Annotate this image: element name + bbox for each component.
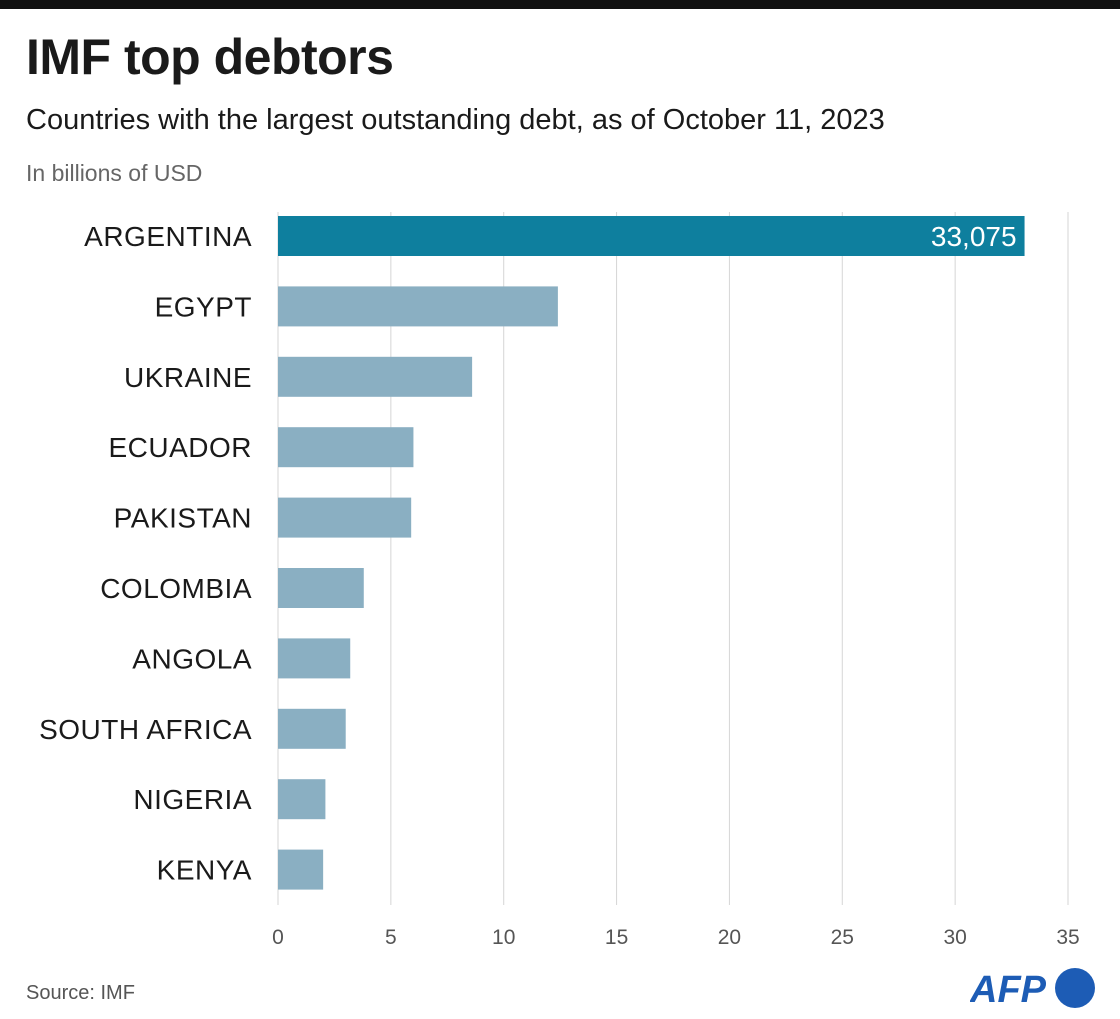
bar <box>278 779 326 820</box>
category-label: NIGERIA <box>133 784 252 815</box>
bar <box>278 638 351 679</box>
x-tick-label: 0 <box>272 926 284 949</box>
bar <box>278 356 473 397</box>
x-tick-label: 30 <box>943 926 966 949</box>
category-label: KENYA <box>157 855 252 886</box>
x-tick-label: 25 <box>831 926 854 949</box>
bar <box>278 216 1025 256</box>
category-label: PAKISTAN <box>114 503 252 534</box>
afp-logo-icon: AFP <box>969 968 1095 1011</box>
category-label: ANGOLA <box>132 643 252 674</box>
afp-logo: AFP <box>969 966 1100 1015</box>
top-rule <box>0 0 1120 9</box>
bar <box>278 849 324 890</box>
x-tick-label: 15 <box>605 926 628 949</box>
x-tick-label: 20 <box>718 926 741 949</box>
bar <box>278 286 558 327</box>
category-label: SOUTH AFRICA <box>39 714 252 745</box>
category-labels: ARGENTINA EGYPT UKRAINE ECUADOR PAKISTAN COLO… <box>39 221 252 886</box>
bar <box>278 497 412 538</box>
category-label: COLOMBIA <box>100 573 252 604</box>
bars: 33,075 <box>278 216 1025 890</box>
category-label: EGYPT <box>155 291 252 322</box>
bar <box>278 708 346 749</box>
bar <box>278 427 414 468</box>
chart-subtitle: Countries with the largest outstanding d… <box>26 104 885 136</box>
unit-note: In billions of USD <box>26 160 203 186</box>
category-label: ECUADOR <box>108 432 252 463</box>
bar <box>278 568 364 608</box>
category-label: UKRAINE <box>124 362 252 393</box>
chart-title: IMF top debtors <box>26 29 394 85</box>
x-tick-label: 35 <box>1056 926 1079 949</box>
x-tick-label: 5 <box>385 926 397 949</box>
category-label: ARGENTINA <box>84 221 252 252</box>
svg-text:AFP: AFP <box>970 969 1047 1010</box>
source-note: Source: IMF <box>26 982 135 1004</box>
x-tick-labels: 0 5 10 15 20 25 30 35 <box>272 926 1080 949</box>
x-tick-label: 10 <box>492 926 515 949</box>
data-label: 33,075 <box>931 221 1017 252</box>
